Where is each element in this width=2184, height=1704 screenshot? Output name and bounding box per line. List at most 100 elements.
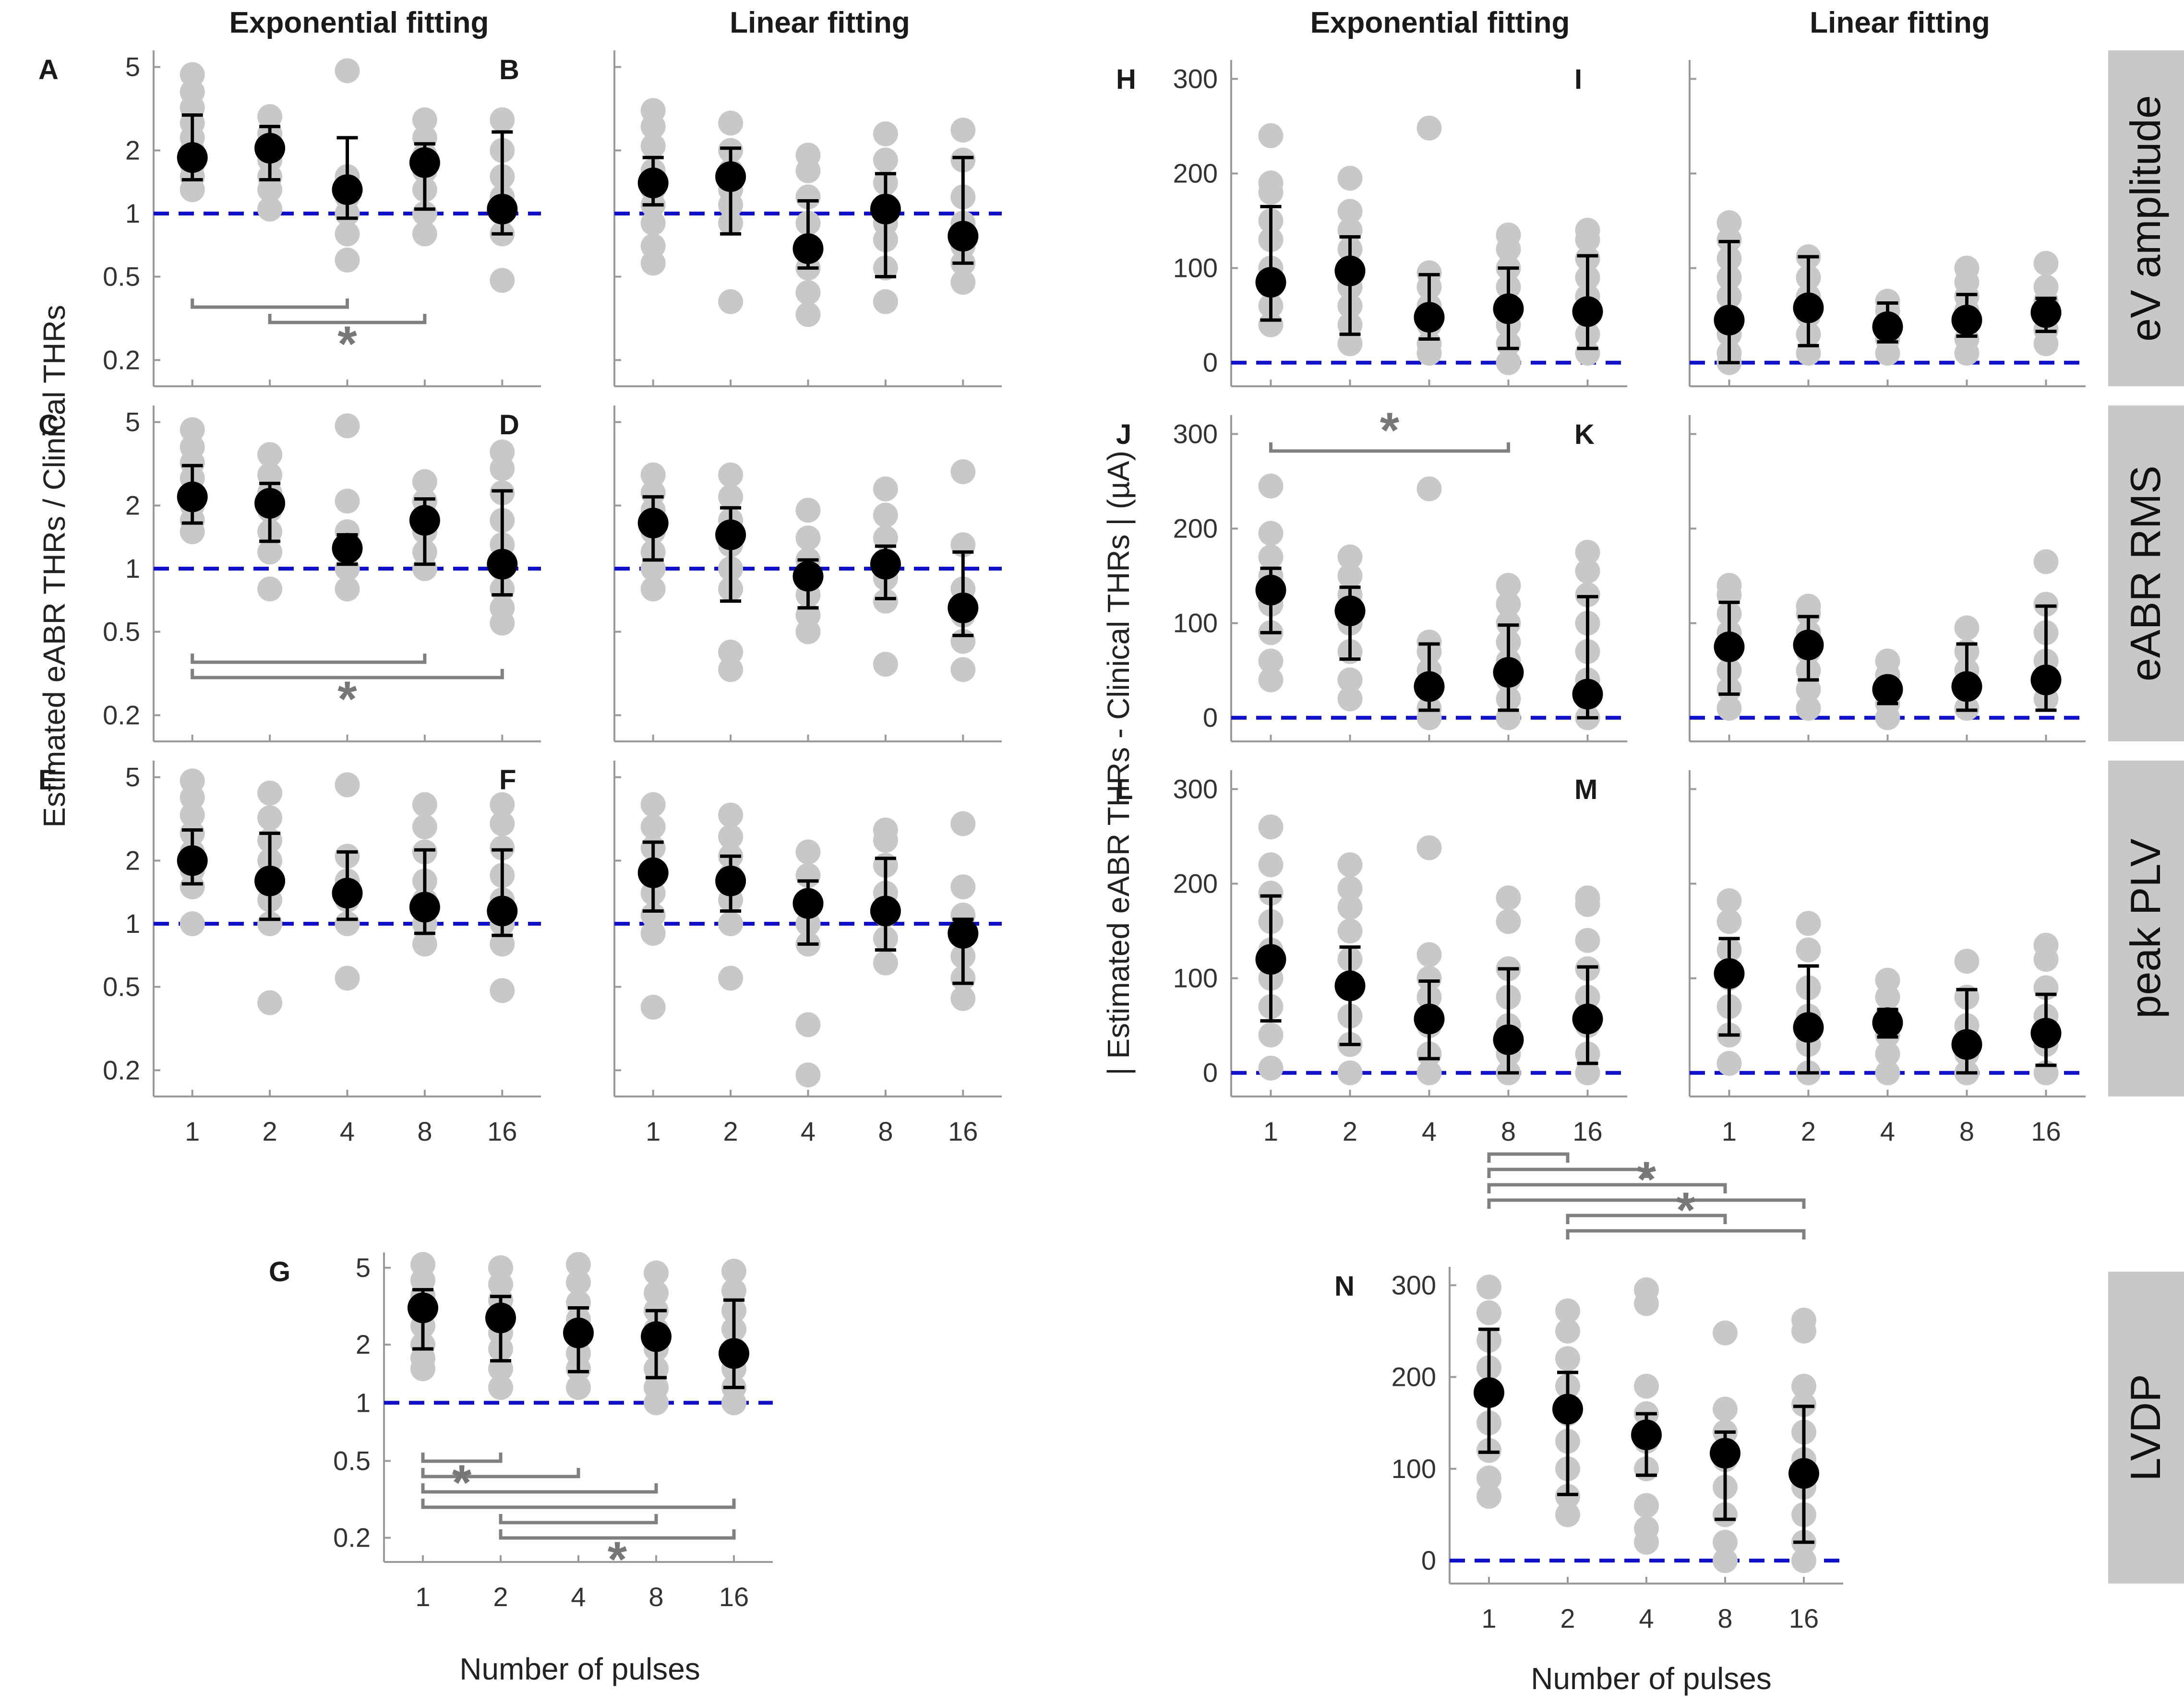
individual-point xyxy=(1555,1346,1580,1371)
y-tick-label: 5 xyxy=(125,762,140,792)
individual-point xyxy=(1337,918,1363,944)
individual-point xyxy=(1634,1277,1659,1302)
y-tick-label: 2 xyxy=(356,1329,371,1359)
individual-point xyxy=(1258,667,1284,692)
significance-star: * xyxy=(1380,403,1400,458)
mean-point xyxy=(715,865,746,896)
mean-point xyxy=(1474,1377,1504,1408)
individual-point xyxy=(490,439,515,465)
x-tick-label: 4 xyxy=(1422,1116,1437,1146)
panel-b: B xyxy=(499,50,1002,387)
individual-point xyxy=(1258,1055,1284,1081)
individual-point xyxy=(1258,814,1284,840)
individual-point xyxy=(1875,1041,1900,1067)
mean-point xyxy=(2030,1017,2062,1049)
mean-point xyxy=(1334,255,1366,286)
individual-point xyxy=(1416,965,1442,991)
y-tick-label: 0.5 xyxy=(103,617,140,647)
x-tick-label: 1 xyxy=(646,1116,660,1146)
y-tick-label: 1 xyxy=(356,1387,371,1418)
individual-point xyxy=(1337,852,1363,878)
x-tick-label: 4 xyxy=(1880,1116,1895,1146)
panel-label-i: I xyxy=(1574,64,1582,95)
individual-point xyxy=(566,1375,591,1400)
individual-point xyxy=(1713,1396,1738,1422)
mean-point xyxy=(948,918,979,949)
y-tick-label: 2 xyxy=(125,490,140,520)
panel-f: F 1 2 4 8 16 xyxy=(499,761,1002,1146)
individual-point xyxy=(873,588,898,614)
individual-point xyxy=(950,811,976,836)
mean-point xyxy=(408,1292,438,1323)
mean-point xyxy=(177,142,208,173)
individual-point xyxy=(1416,260,1442,286)
mean-point xyxy=(563,1317,594,1348)
y-tick-label: 2 xyxy=(125,135,140,165)
mean-point xyxy=(948,221,979,252)
y-tick-label: 0.2 xyxy=(333,1523,371,1553)
individual-point xyxy=(1716,572,1742,598)
mean-point xyxy=(1493,1024,1524,1055)
mean-point xyxy=(637,507,669,538)
individual-point xyxy=(1796,937,1821,963)
mean-point xyxy=(1493,293,1524,324)
individual-point xyxy=(490,835,515,860)
individual-point xyxy=(1791,1373,1816,1399)
panel-j: J 0 100 200 300 * xyxy=(1116,403,1627,742)
individual-point xyxy=(721,1259,746,1284)
row-label-rms: eABR RMS xyxy=(2122,465,2169,681)
individual-point xyxy=(1713,1548,1738,1573)
panel-label-m: M xyxy=(1574,774,1597,805)
individual-point xyxy=(1875,1060,1900,1085)
individual-point xyxy=(873,476,898,501)
individual-point xyxy=(644,1280,669,1306)
individual-point xyxy=(1258,852,1284,878)
individual-point xyxy=(1954,615,1980,641)
individual-point xyxy=(1555,1484,1580,1509)
x-tick-label: 8 xyxy=(417,1116,432,1146)
significance-bracket xyxy=(421,1483,658,1494)
individual-point xyxy=(1496,222,1521,248)
individual-point xyxy=(950,270,976,295)
individual-point xyxy=(640,792,666,817)
significance-bracket xyxy=(1487,1168,1648,1178)
mean-point xyxy=(1493,657,1524,688)
y-tick-label: 200 xyxy=(1392,1362,1436,1392)
x-tick-label: 8 xyxy=(1959,1116,1974,1146)
y-tick-label: 300 xyxy=(1173,418,1218,449)
individual-point xyxy=(873,525,898,551)
panels-layer: A 0.2 0.5 1 2 5 * B C 0.2 0.5 1 2 5 * D E 0.2 0.5 1 2 5 1 2 4 8 16… xyxy=(38,50,2086,1633)
individual-point xyxy=(950,459,976,484)
individual-point xyxy=(1337,686,1363,712)
individual-point xyxy=(950,874,976,900)
mean-point xyxy=(487,895,518,927)
y-tick-label: 0 xyxy=(1421,1545,1436,1575)
individual-point xyxy=(718,965,744,991)
y-tick-label: 100 xyxy=(1173,963,1218,993)
x-tick-label: 2 xyxy=(723,1116,738,1146)
individual-point xyxy=(1416,835,1442,860)
individual-point xyxy=(257,462,283,488)
panel-label-a: A xyxy=(38,54,59,85)
mean-point xyxy=(485,1302,516,1334)
individual-point xyxy=(1716,1051,1742,1076)
y-tick-label: 5 xyxy=(125,407,140,437)
panel-label-f: F xyxy=(499,764,516,796)
individual-point xyxy=(2033,932,2059,958)
significance-star: * xyxy=(452,1455,472,1511)
mean-point xyxy=(1714,958,1745,989)
individual-point xyxy=(490,268,515,293)
panel-label-d: D xyxy=(499,409,519,441)
individual-point xyxy=(412,814,437,839)
mean-point xyxy=(1334,970,1366,1001)
panel-i: I xyxy=(1574,60,2086,387)
x-tick-label: 2 xyxy=(493,1582,508,1612)
y-tick-label: 0.2 xyxy=(103,1055,140,1085)
mean-point xyxy=(1872,1007,1903,1038)
individual-point xyxy=(1337,331,1363,357)
individual-point xyxy=(640,814,666,839)
header-linear-right: Linear fitting xyxy=(1810,6,1990,39)
row-label-box-plv xyxy=(2108,761,2184,1096)
individual-point xyxy=(1337,166,1363,191)
